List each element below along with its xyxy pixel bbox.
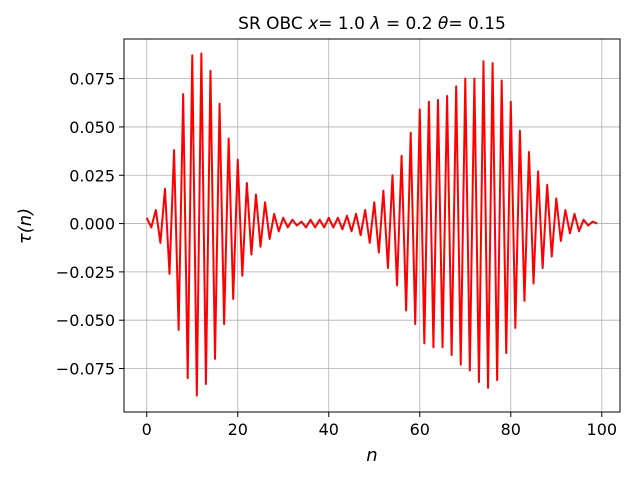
y-tick-label: 0.050 xyxy=(69,118,115,137)
x-tick-label: 80 xyxy=(501,420,521,439)
y-tick-label: −0.050 xyxy=(56,311,115,330)
y-tick-label: −0.025 xyxy=(56,263,115,282)
x-tick-label: 40 xyxy=(319,420,339,439)
x-tick-label: 60 xyxy=(410,420,430,439)
x-tick-label: 20 xyxy=(228,420,248,439)
y-tick-label: −0.075 xyxy=(56,360,115,379)
data-series xyxy=(145,52,598,397)
y-tick-label: 0.000 xyxy=(69,215,115,234)
y-axis-label: τ(n) xyxy=(15,208,36,244)
y-tick-label: 0.025 xyxy=(69,166,115,185)
series-line xyxy=(145,52,598,397)
ticks: 0 20 40 60 80 100 −0.075 −0.050 −0.025 0.000 0.025… xyxy=(56,70,617,439)
x-tick-label: 0 xyxy=(142,420,152,439)
plot-frame xyxy=(123,38,621,413)
x-tick-label: 100 xyxy=(587,420,618,439)
chart-title: SR OBC x= 1.0 λ = 0.2 θ= 0.15 xyxy=(238,14,506,34)
y-tick-label: 0.075 xyxy=(69,70,115,89)
x-axis-label: n xyxy=(366,445,377,466)
